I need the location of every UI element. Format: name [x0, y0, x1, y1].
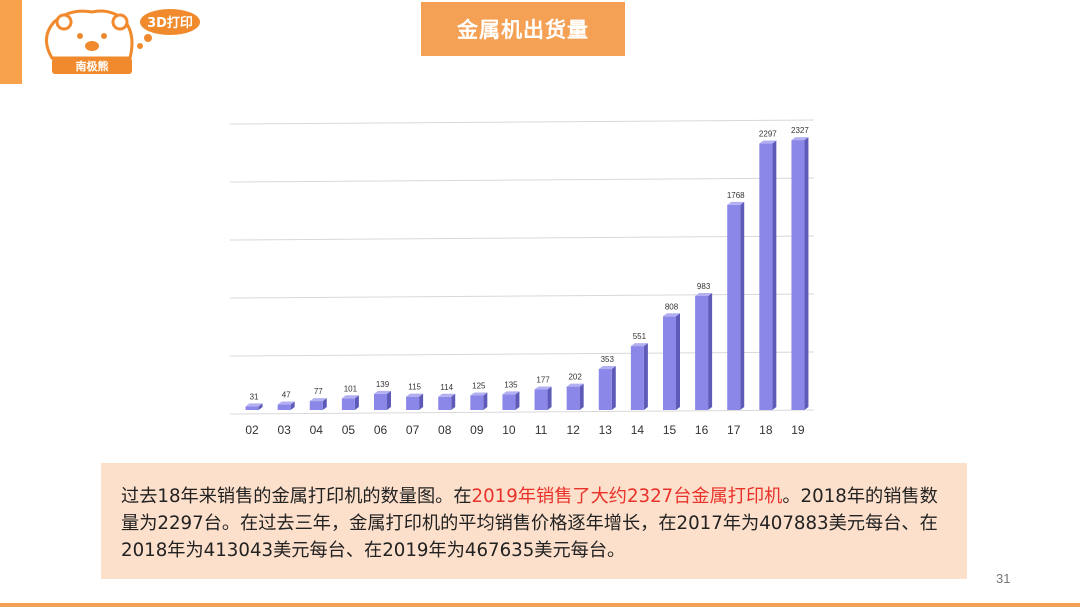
bar-16	[695, 292, 713, 410]
x-tick-18: 18	[759, 423, 773, 437]
bar-14	[630, 343, 648, 410]
data-label-07: 115	[408, 383, 421, 392]
data-label-17: 1768	[727, 191, 745, 200]
data-label-19: 2327	[791, 126, 809, 135]
logo-text: 南极熊	[76, 59, 109, 73]
data-label-12: 202	[568, 373, 582, 382]
data-label-15: 808	[665, 302, 679, 311]
page-number: 31	[996, 571, 1011, 586]
data-label-09: 125	[472, 382, 486, 391]
bar-02	[245, 403, 263, 410]
data-label-11: 177	[536, 375, 550, 384]
data-label-03: 47	[282, 391, 291, 400]
data-label-14: 551	[633, 332, 647, 341]
description-text-2: 。2018年的销售数量为2297台。在过去三年，金属打印机的平均销售价格逐年增长…	[121, 486, 938, 561]
data-label-06: 139	[376, 380, 390, 389]
accent-bar	[0, 0, 22, 84]
data-label-16: 983	[697, 282, 711, 291]
description-highlight: 2019年销售了大约2327台金属打印机	[471, 486, 783, 507]
gridline	[229, 351, 815, 357]
bar-chart: 31 02 47 03 77 04 101 05 139 06 115 07 114 08 125 09 135…	[200, 100, 840, 445]
data-label-08: 114	[440, 383, 453, 392]
gridline	[229, 177, 815, 183]
x-tick-19: 19	[791, 423, 805, 437]
data-label-10: 135	[504, 380, 518, 389]
data-label-02: 31	[250, 392, 259, 401]
bar-10	[502, 391, 520, 410]
bar-13	[598, 366, 616, 410]
description-box: 过去18年来销售的金属打印机的数量图。在2019年销售了大约2327台金属打印机…	[101, 463, 967, 579]
bar-06	[374, 390, 391, 410]
logo-badge-text: 3D打印	[147, 15, 193, 31]
data-label-05: 101	[344, 384, 358, 393]
x-tick-14: 14	[631, 423, 645, 437]
data-label-04: 77	[314, 387, 323, 396]
page-title: 金属机出货量	[421, 2, 625, 56]
x-tick-06: 06	[374, 423, 388, 437]
x-tick-08: 08	[438, 423, 452, 437]
x-tick-10: 10	[502, 423, 516, 437]
bar-04	[309, 398, 327, 410]
gridline	[229, 409, 815, 415]
bar-07	[406, 393, 424, 410]
x-tick-11: 11	[535, 423, 548, 437]
bar-15	[663, 313, 680, 410]
data-label-18: 2297	[759, 130, 777, 139]
x-tick-13: 13	[599, 423, 613, 437]
bar-03	[277, 401, 295, 410]
description-text-1: 过去18年来销售的金属打印机的数量图。在	[121, 486, 472, 507]
bar-05	[341, 395, 359, 410]
bar-08	[438, 393, 456, 410]
bar-12	[566, 383, 584, 410]
bar-18	[759, 140, 777, 410]
x-tick-16: 16	[695, 423, 709, 437]
x-tick-07: 07	[406, 423, 420, 437]
x-tick-12: 12	[566, 423, 580, 437]
bar-09	[470, 392, 488, 410]
gridline	[229, 235, 815, 241]
x-tick-09: 09	[470, 423, 484, 437]
x-tick-02: 02	[245, 423, 259, 437]
gridline	[229, 119, 815, 125]
x-tick-03: 03	[277, 423, 291, 437]
data-label-13: 353	[601, 355, 615, 364]
bar-19	[791, 137, 809, 410]
bar-17	[727, 201, 745, 410]
bottom-rule	[0, 603, 1080, 607]
x-tick-17: 17	[727, 423, 741, 437]
bar-11	[534, 386, 552, 410]
x-tick-05: 05	[342, 423, 356, 437]
bear-logo: 南极熊 3D打印	[40, 8, 200, 76]
x-tick-15: 15	[663, 423, 677, 437]
gridline	[229, 293, 815, 299]
x-tick-04: 04	[310, 423, 324, 437]
